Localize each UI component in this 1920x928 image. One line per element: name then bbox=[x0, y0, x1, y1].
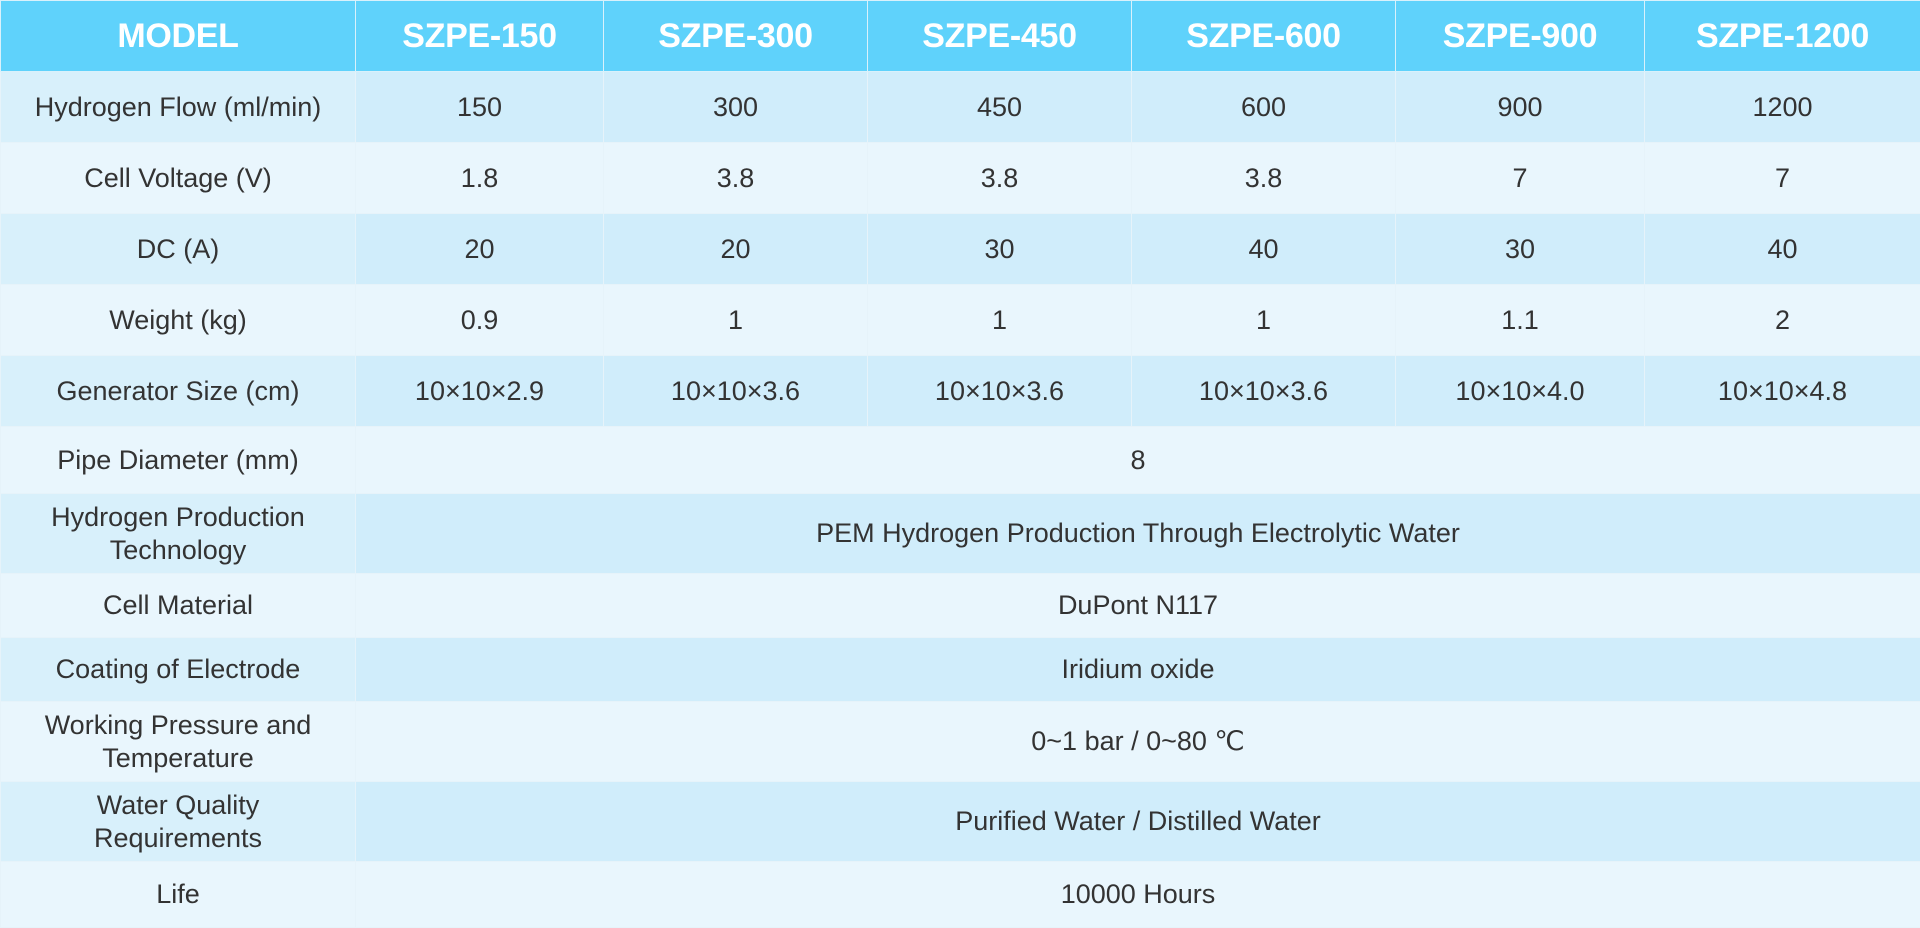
cell-value-merged: 10000 Hours bbox=[356, 862, 1920, 928]
row-label-line: Technology bbox=[110, 535, 247, 565]
row-weight: Weight (kg) 0.9 1 1 1 1.1 2 bbox=[1, 285, 1920, 356]
cell-value: 3.8 bbox=[868, 143, 1132, 214]
cell-value: 30 bbox=[868, 214, 1132, 285]
cell-value: 7 bbox=[1396, 143, 1645, 214]
row-label: Hydrogen Flow (ml/min) bbox=[1, 72, 356, 143]
cell-value: 20 bbox=[604, 214, 868, 285]
cell-value: 1 bbox=[604, 285, 868, 356]
cell-value: 10×10×2.9 bbox=[356, 356, 604, 427]
row-label-line: Water Quality bbox=[97, 790, 260, 820]
model-name: SZPE-450 bbox=[868, 1, 1132, 72]
cell-value: 10×10×4.8 bbox=[1645, 356, 1920, 427]
cell-value-merged: Purified Water / Distilled Water bbox=[356, 782, 1920, 862]
model-name: SZPE-300 bbox=[604, 1, 868, 72]
cell-value-merged: 0~1 bar / 0~80 ℃ bbox=[356, 702, 1920, 782]
cell-value: 3.8 bbox=[604, 143, 868, 214]
cell-value: 600 bbox=[1132, 72, 1396, 143]
row-electrode-coating: Coating of Electrode Iridium oxide bbox=[1, 638, 1920, 702]
row-label: Weight (kg) bbox=[1, 285, 356, 356]
row-label-line: Requirements bbox=[94, 823, 262, 853]
row-label: Coating of Electrode bbox=[1, 638, 356, 702]
row-dc: DC (A) 20 20 30 40 30 40 bbox=[1, 214, 1920, 285]
row-label-line: Working Pressure and bbox=[45, 710, 312, 740]
cell-value: 0.9 bbox=[356, 285, 604, 356]
cell-value: 2 bbox=[1645, 285, 1920, 356]
header-row: MODEL SZPE-150 SZPE-300 SZPE-450 SZPE-60… bbox=[1, 1, 1920, 72]
row-label: DC (A) bbox=[1, 214, 356, 285]
model-name: SZPE-1200 bbox=[1645, 1, 1920, 72]
cell-value: 10×10×3.6 bbox=[868, 356, 1132, 427]
row-cell-voltage: Cell Voltage (V) 1.8 3.8 3.8 3.8 7 7 bbox=[1, 143, 1920, 214]
row-label: Pipe Diameter (mm) bbox=[1, 427, 356, 494]
row-label-line: Hydrogen Production bbox=[51, 502, 305, 532]
row-hydrogen-flow: Hydrogen Flow (ml/min) 150 300 450 600 9… bbox=[1, 72, 1920, 143]
cell-value: 1200 bbox=[1645, 72, 1920, 143]
cell-value-merged: Iridium oxide bbox=[356, 638, 1920, 702]
row-life: Life 10000 Hours bbox=[1, 862, 1920, 928]
model-name: SZPE-150 bbox=[356, 1, 604, 72]
cell-value-merged: DuPont N117 bbox=[356, 574, 1920, 638]
cell-value: 450 bbox=[868, 72, 1132, 143]
row-label: Generator Size (cm) bbox=[1, 356, 356, 427]
model-name: SZPE-900 bbox=[1396, 1, 1645, 72]
cell-value: 3.8 bbox=[1132, 143, 1396, 214]
row-label: Life bbox=[1, 862, 356, 928]
cell-value: 20 bbox=[356, 214, 604, 285]
cell-value: 900 bbox=[1396, 72, 1645, 143]
cell-value: 10×10×3.6 bbox=[1132, 356, 1396, 427]
model-header: MODEL bbox=[1, 1, 356, 72]
cell-value: 150 bbox=[356, 72, 604, 143]
cell-value: 40 bbox=[1645, 214, 1920, 285]
cell-value: 10×10×3.6 bbox=[604, 356, 868, 427]
row-label: Cell Material bbox=[1, 574, 356, 638]
cell-value: 1 bbox=[1132, 285, 1396, 356]
row-label-line: Temperature bbox=[102, 743, 254, 773]
cell-value: 1.1 bbox=[1396, 285, 1645, 356]
cell-value: 1 bbox=[868, 285, 1132, 356]
cell-value-merged: PEM Hydrogen Production Through Electrol… bbox=[356, 494, 1920, 574]
row-label: Cell Voltage (V) bbox=[1, 143, 356, 214]
cell-value: 30 bbox=[1396, 214, 1645, 285]
model-name: SZPE-600 bbox=[1132, 1, 1396, 72]
cell-value-merged: 8 bbox=[356, 427, 1920, 494]
cell-value: 7 bbox=[1645, 143, 1920, 214]
row-pipe-diameter: Pipe Diameter (mm) 8 bbox=[1, 427, 1920, 494]
row-cell-material: Cell Material DuPont N117 bbox=[1, 574, 1920, 638]
row-generator-size: Generator Size (cm) 10×10×2.9 10×10×3.6 … bbox=[1, 356, 1920, 427]
cell-value: 40 bbox=[1132, 214, 1396, 285]
cell-value: 1.8 bbox=[356, 143, 604, 214]
cell-value: 300 bbox=[604, 72, 868, 143]
cell-value: 10×10×4.0 bbox=[1396, 356, 1645, 427]
